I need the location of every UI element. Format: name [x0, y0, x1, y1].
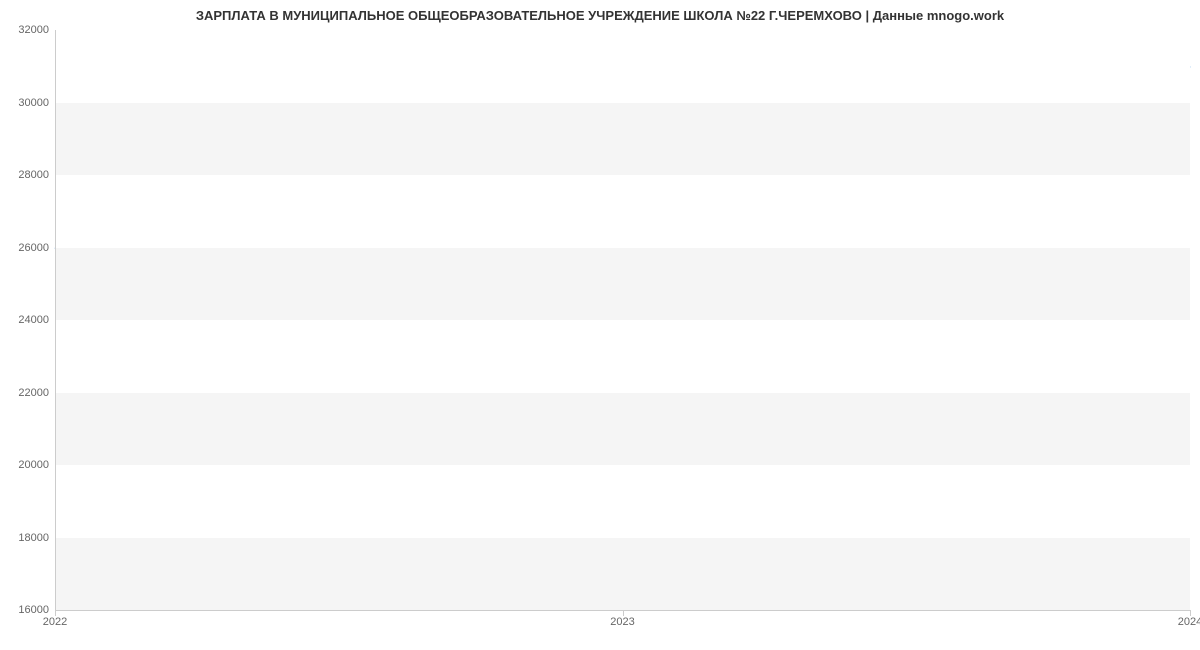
grid-band: [55, 175, 1190, 248]
x-tick-label: 2023: [610, 616, 634, 628]
x-tick-label: 2024: [1178, 616, 1200, 628]
grid-band: [55, 393, 1190, 466]
y-tick-label: 16000: [18, 604, 49, 616]
chart-title: ЗАРПЛАТА В МУНИЦИПАЛЬНОЕ ОБЩЕОБРАЗОВАТЕЛ…: [0, 8, 1200, 23]
y-tick-label: 26000: [18, 242, 49, 254]
y-tick-label: 22000: [18, 387, 49, 399]
grid-band: [55, 538, 1190, 611]
x-axis-line: [55, 610, 1190, 611]
grid-band: [55, 30, 1190, 103]
chart-container: ЗАРПЛАТА В МУНИЦИПАЛЬНОЕ ОБЩЕОБРАЗОВАТЕЛ…: [0, 0, 1200, 650]
y-tick-label: 28000: [18, 169, 49, 181]
plot-area: 1600018000200002200024000260002800030000…: [55, 30, 1190, 610]
x-tick-label: 2022: [43, 616, 67, 628]
y-tick-label: 20000: [18, 459, 49, 471]
y-tick-label: 24000: [18, 314, 49, 326]
grid-band: [55, 103, 1190, 176]
y-tick-label: 30000: [18, 97, 49, 109]
y-axis-line: [55, 30, 56, 610]
grid-band: [55, 465, 1190, 538]
grid-band: [55, 320, 1190, 393]
y-tick-label: 32000: [18, 24, 49, 36]
y-tick-label: 18000: [18, 532, 49, 544]
grid-band: [55, 248, 1190, 321]
